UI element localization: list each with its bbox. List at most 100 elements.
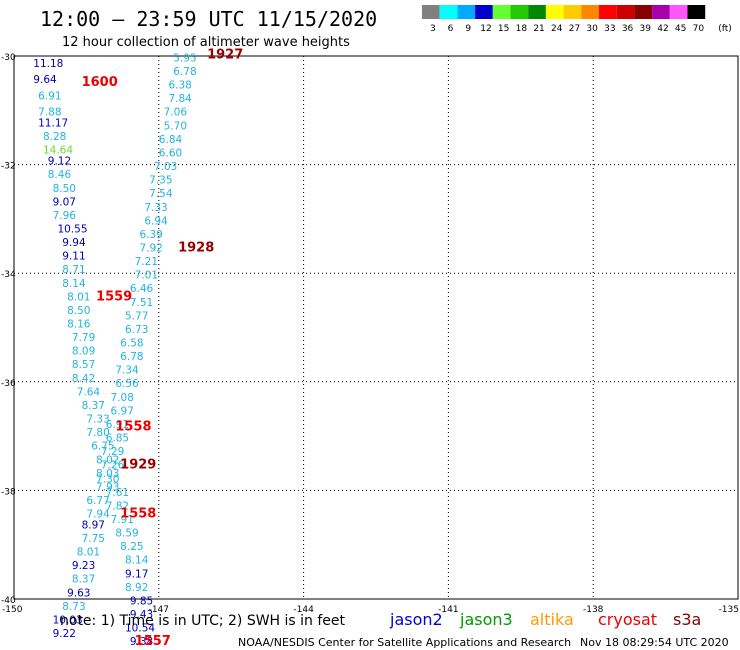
swh-value-label: 8.28: [43, 131, 66, 143]
longitude-axis: -150 -147 -144 -141 -138 -135: [2, 605, 739, 615]
swh-value-label: 9.12: [48, 156, 71, 168]
swh-value-label: 11.18: [33, 58, 63, 70]
swh-value-label: 8.59: [115, 528, 138, 540]
swh-value-label: 7.96: [53, 210, 77, 222]
swh-value-label: 9.11: [62, 251, 85, 263]
footer-note: note: 1) Time is in UTC; 2) SWH is in fe…: [60, 613, 346, 629]
swh-value-label: 10.54: [125, 623, 155, 635]
legend-label: 42: [657, 24, 668, 34]
swh-value-label: 5.77: [125, 310, 148, 322]
swh-value-label: 6.58: [120, 338, 143, 350]
swh-value-label: 9.22: [53, 628, 76, 640]
legend-label: 33: [604, 24, 615, 34]
legend-label: 18: [516, 24, 528, 34]
swh-value-label: 9.07: [53, 196, 76, 208]
latitude-tick-label: -30: [1, 53, 16, 63]
swh-value-label: 8.16: [67, 319, 91, 331]
swh-value-label: 8.01: [77, 547, 100, 559]
longitude-tick-label: -150: [2, 605, 23, 615]
swh-value-label: 8.97: [82, 519, 105, 531]
legend-label: 3: [430, 24, 436, 34]
latitude-tick-label: -32: [1, 162, 16, 172]
swh-value-label: 7.80: [86, 427, 109, 439]
legend-label: 36: [622, 24, 634, 34]
page-subtitle: 12 hour collection of altimeter wave hei…: [62, 35, 350, 50]
legend-label: 39: [640, 24, 652, 34]
satellite-legend: jason2 jason3 altika cryosat s3a: [389, 610, 701, 629]
swh-value-label: 5.70: [164, 120, 187, 132]
swh-value-label: 7.30: [96, 473, 119, 485]
swh-value-label: 7.61: [106, 487, 129, 499]
swh-value-label: 7.92: [139, 242, 162, 254]
swh-value-label: 8.02: [96, 454, 119, 466]
swh-value-label: 7.94: [86, 509, 110, 521]
swh-value-label: 8.42: [72, 373, 95, 385]
swh-value-label: 7.82: [106, 500, 129, 512]
swh-value-label: 8.14: [125, 555, 149, 567]
swh-value-label: 7.93: [96, 481, 119, 493]
time-label: 1600: [82, 75, 118, 90]
swh-value-label: 6.56: [115, 378, 139, 390]
legend-label: 24: [551, 24, 563, 34]
swh-value-label: 6.60: [159, 147, 182, 159]
swh-value-label: 7.33: [86, 414, 109, 426]
swh-value-label: 10.55: [57, 223, 87, 235]
legend-swatch: [422, 5, 440, 19]
swh-value-label: 9.17: [125, 568, 148, 580]
swh-value-label: 7.51: [130, 297, 153, 309]
time-label: 1557: [135, 634, 171, 649]
time-label: 1558: [115, 420, 151, 435]
swh-value-label: 6.38: [168, 80, 191, 92]
map-grid: [14, 56, 738, 599]
legend-swatch: [457, 5, 476, 19]
legend-swatch: [669, 5, 688, 19]
legend-swatch: [652, 5, 670, 19]
swh-value-label: 8.46: [48, 169, 72, 181]
color-legend: 3 6 9 12 15 18 21 24 27 30 33 36 39 42 45 70 (ft): [422, 5, 732, 34]
swh-value-label: 7.06: [164, 107, 188, 119]
satellite-label: altika: [530, 610, 574, 629]
swh-value-label: 6.73: [125, 324, 148, 336]
swh-value-label: 7.26: [101, 460, 125, 472]
swh-value-label: 8.57: [72, 359, 95, 371]
swh-value-label: 8.09: [72, 346, 95, 358]
swh-value-label: 6.77: [86, 495, 109, 507]
swh-value-label: 9.64: [33, 74, 57, 86]
swh-value-label: 11.17: [38, 118, 68, 130]
swh-value-label: 8.37: [82, 400, 105, 412]
swh-value-label: 6.84: [159, 134, 183, 146]
legend-swatch: [634, 5, 653, 19]
longitude-tick-label: -144: [293, 605, 314, 615]
swh-value-label: 7.01: [135, 270, 158, 282]
satellite-label: cryosat: [598, 610, 657, 629]
time-labels: 1927 1600 1928 1559 1558 1929 1558 1557: [82, 48, 244, 649]
swh-value-label: 8.71: [62, 264, 85, 276]
legend-unit: (ft): [718, 24, 732, 34]
swh-value-label: 6.46: [130, 283, 154, 295]
swh-value-label: 8.50: [53, 183, 76, 195]
legend-label: 70: [693, 24, 705, 34]
swh-value-label: 7.21: [135, 256, 158, 268]
legend-swatch: [581, 5, 599, 19]
legend-swatch: [687, 5, 706, 19]
legend-label: 45: [675, 24, 686, 34]
legend-swatch: [563, 5, 582, 19]
longitude-tick-label: -141: [438, 605, 458, 615]
legend-swatch: [510, 5, 529, 19]
swh-value-label: 7.34: [115, 365, 139, 377]
longitude-tick-label: -147: [149, 605, 169, 615]
map-frame: [13, 55, 739, 600]
swh-value-label: 7.54: [149, 188, 173, 200]
swh-value-label: 8.25: [120, 541, 143, 553]
swh-value-label: 8.01: [67, 291, 90, 303]
latitude-tick-label: -34: [1, 270, 16, 280]
longitude-tick-label: -135: [719, 605, 739, 615]
swh-value-label: 7.35: [149, 175, 172, 187]
satellite-label: jason3: [459, 610, 513, 629]
swh-value-label: 9.38: [130, 636, 153, 648]
swh-value-label: 7.33: [144, 202, 167, 214]
time-label: 1558: [120, 507, 156, 522]
swh-value-label: 9.43: [130, 609, 153, 621]
swh-value-label: 6.97: [111, 405, 134, 417]
